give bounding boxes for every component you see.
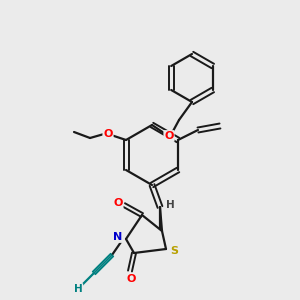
Text: N: N <box>113 232 123 242</box>
Text: H: H <box>74 284 82 294</box>
Text: O: O <box>164 131 174 141</box>
Text: S: S <box>170 246 178 256</box>
Text: O: O <box>113 198 123 208</box>
Text: H: H <box>166 200 174 210</box>
Text: O: O <box>103 129 113 139</box>
Text: O: O <box>126 274 136 284</box>
